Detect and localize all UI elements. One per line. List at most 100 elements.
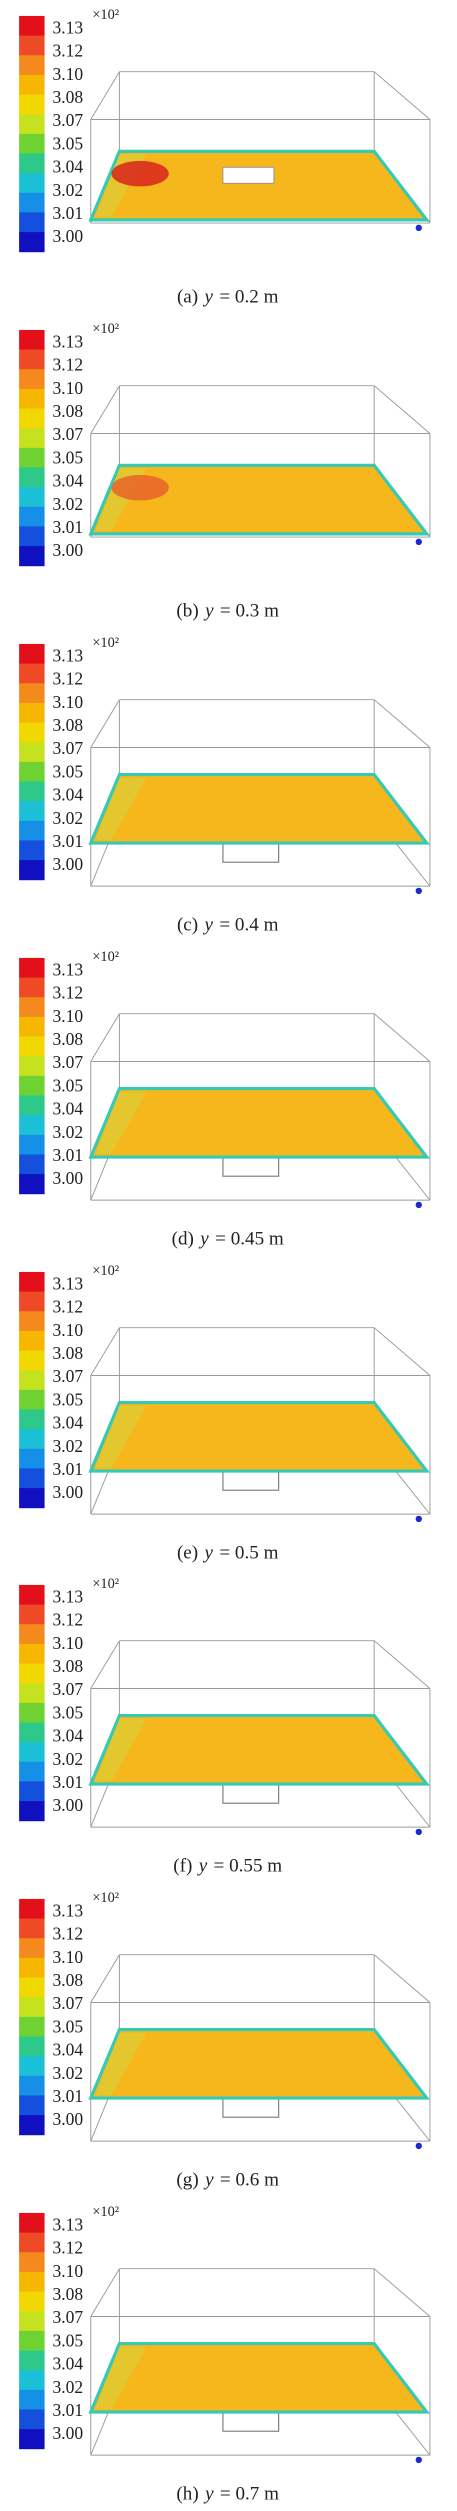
box-edge (373, 1640, 431, 1690)
contour-plane (88, 149, 430, 222)
colorbar-label: 3.01 (53, 1458, 84, 1478)
contour-plane (88, 2028, 430, 2100)
colorbar-label: 3.00 (53, 1168, 84, 1188)
caption-text: = 0.5 m (219, 1542, 278, 1563)
colorbar-segment (19, 1036, 45, 1057)
colorbar-segment (19, 369, 45, 390)
colorbar-label: 3.13 (53, 331, 84, 351)
colorbar-segment (19, 1487, 45, 1508)
caption: (c) y = 0.4 m (177, 914, 279, 935)
caption-text: = 0.7 m (220, 2484, 279, 2505)
colorbar-label: 3.07 (53, 2307, 84, 2327)
colorbar-label: 3.02 (53, 1749, 84, 1769)
colorbar-segment (19, 487, 45, 508)
colorbar-segment (19, 1389, 45, 1410)
colorbar-label: 3.05 (53, 1703, 84, 1723)
colorbar-label: 3.12 (53, 1610, 84, 1630)
colorbar-label: 3.12 (53, 355, 84, 375)
colorbar-label: 3.05 (53, 1389, 84, 1409)
colorbar-label: 3.04 (53, 1098, 84, 1118)
colorbar-segment (19, 1448, 45, 1469)
colorbar-label: 3.02 (53, 1435, 84, 1455)
colorbar-segment (19, 133, 45, 154)
axis-triad (415, 1829, 422, 1836)
colorbar-segment (19, 1899, 45, 1920)
plane-edge-shade (95, 1719, 147, 1782)
colorbar-multiplier: ×10² (92, 1263, 119, 1279)
caption-letter: (h) (176, 2484, 198, 2505)
colorbar-label: 3.10 (53, 1005, 84, 1025)
colorbar-label: 3.01 (53, 2086, 84, 2106)
colorbar-segment (19, 2076, 45, 2097)
colorbar-label: 3.13 (53, 1587, 84, 1607)
caption: (g) y = 0.6 m (176, 2170, 279, 2191)
panel: 3.13 3.12 3.10 3.08 3.07 3.05 3.04 3.02 3.01 3.00… (19, 635, 431, 935)
inlet (222, 1470, 280, 1491)
colorbar-segment (19, 329, 45, 350)
colorbar-label: 3.13 (53, 1901, 84, 1921)
colorbar-label: 3.04 (53, 157, 84, 177)
caption-letter: (d) (172, 1228, 194, 1249)
plane-edge-shade (95, 2033, 147, 2096)
colorbar-segment (19, 1350, 45, 1371)
contour-plane (88, 463, 430, 536)
panel: 3.13 3.12 3.10 3.08 3.07 3.05 3.04 3.02 3.01 3.00… (19, 949, 431, 1249)
plane-edge-shade (95, 777, 147, 840)
colorbar-segment (19, 643, 45, 664)
caption: (e) y = 0.5 m (177, 1542, 279, 1563)
colorbar-label: 3.10 (53, 64, 84, 84)
box-edge (90, 699, 120, 748)
colorbar-label: 3.02 (53, 1121, 84, 1141)
colorbar-label: 3.02 (53, 2063, 84, 2083)
colorbar-label: 3.04 (53, 470, 84, 490)
colorbar-segment (19, 506, 45, 527)
caption-symbol: y (203, 2484, 214, 2505)
colorbar-segment (19, 1330, 45, 1351)
colorbar-label: 3.05 (53, 1075, 84, 1095)
colorbar-segment (19, 428, 45, 449)
colorbar-label: 3.01 (53, 1145, 84, 1165)
caption-text: = 0.6 m (220, 2170, 279, 2191)
colorbar-multiplier: ×10² (92, 2204, 119, 2220)
inlet (222, 1156, 280, 1177)
colorbar-label: 3.12 (53, 2238, 84, 2258)
colorbar-segment (19, 2213, 45, 2234)
colorbar-label: 3.08 (53, 87, 84, 107)
colorbar-multiplier: ×10² (92, 1890, 119, 1906)
colorbar-segment (19, 977, 45, 998)
colorbar-label: 3.12 (53, 982, 84, 1002)
colorbar-label: 3.00 (53, 854, 84, 874)
caption-text: = 0.55 m (214, 1856, 283, 1877)
axis-triad (415, 2456, 422, 2464)
colorbar-segment (19, 1624, 45, 1645)
colorbar-label: 3.00 (53, 2423, 84, 2443)
colorbar-segment (19, 1134, 45, 1155)
caption-symbol: y (203, 1542, 214, 1563)
caption-letter: (b) (176, 601, 198, 622)
colorbar-label: 3.07 (53, 1680, 84, 1700)
colorbar-label: 3.07 (53, 1993, 84, 2013)
colorbar-segment (19, 1055, 45, 1076)
caption-symbol: y (203, 914, 214, 935)
colorbar-segment (19, 1016, 45, 1037)
caption: (b) y = 0.3 m (176, 601, 279, 622)
colorbar-label: 3.01 (53, 2400, 84, 2420)
colorbar-segment (19, 859, 45, 880)
colorbar-segment (19, 957, 45, 978)
colorbar-segment (19, 388, 45, 409)
colorbar-label: 3.10 (53, 378, 84, 398)
colorbar-segment (19, 94, 45, 115)
axis-triad (415, 1201, 422, 1208)
colorbar-label: 3.08 (53, 401, 84, 421)
colorbar-segment (19, 2272, 45, 2293)
inlet (222, 1783, 280, 1805)
colorbar-segment (19, 1644, 45, 1665)
plane-edge-shade (95, 1405, 147, 1468)
box-edge (373, 1012, 431, 1062)
colorbar-segment (19, 2115, 45, 2136)
colorbar-label: 3.04 (53, 1726, 84, 1746)
colorbar-segment (19, 1997, 45, 2018)
colorbar-label: 3.07 (53, 424, 84, 444)
colorbar-label: 3.07 (53, 738, 84, 758)
colorbar-label: 3.02 (53, 2377, 84, 2397)
